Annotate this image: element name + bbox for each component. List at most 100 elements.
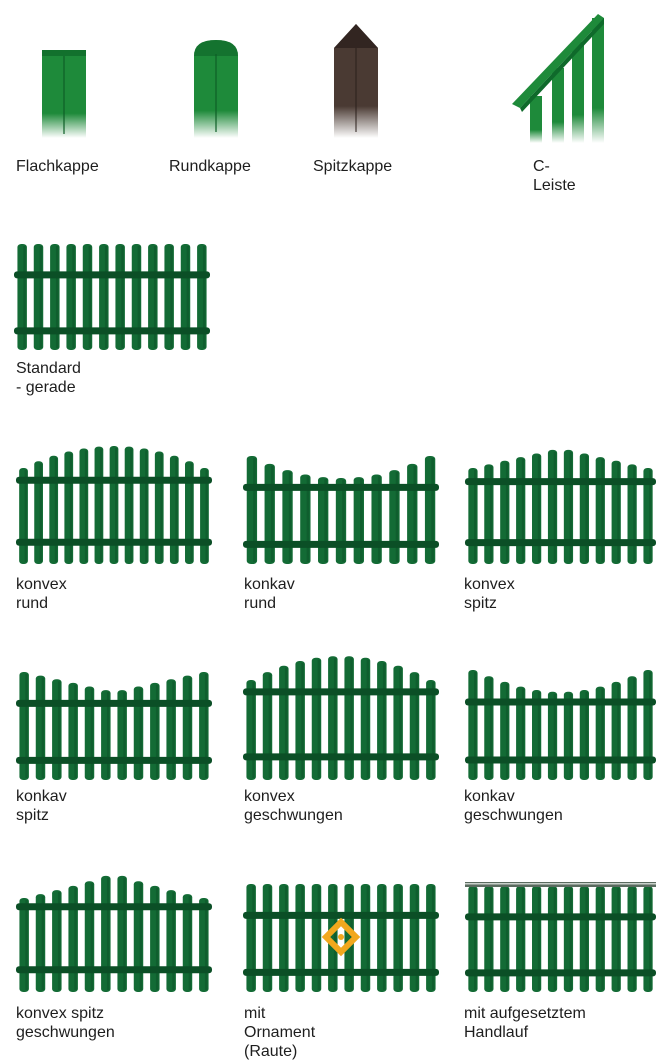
fence-picket <box>133 686 144 780</box>
fence-picket-shade <box>104 246 108 348</box>
fence-picket-shade <box>123 692 126 778</box>
fence-picket-shade <box>601 688 604 778</box>
fence-picket <box>197 244 207 350</box>
fence-picket <box>279 884 289 992</box>
fence-rail <box>243 911 439 919</box>
fence-picket <box>627 464 637 564</box>
fence-picket-shade <box>123 877 126 990</box>
fence-rail <box>16 476 212 484</box>
fence-picket <box>150 682 160 780</box>
fence-picket <box>409 672 420 780</box>
fence-picket-shade <box>23 246 26 348</box>
fence-picket-shade <box>521 688 525 778</box>
fence-concave-pointed-icon <box>16 672 212 780</box>
cap-label: Flachkappe <box>16 158 99 175</box>
fence-picket-shade <box>106 692 110 778</box>
fence-picket-shade <box>155 684 159 778</box>
fence-picket <box>484 464 494 564</box>
fence-label: konvex spitz <box>464 576 515 612</box>
fence-picket-shade <box>431 682 435 778</box>
fence-picket-shade <box>537 455 541 562</box>
fence-picket-shade <box>55 246 59 348</box>
fence-picket <box>19 672 29 780</box>
fence-picket-shade <box>569 693 572 778</box>
fence-picket-shade <box>25 674 28 778</box>
fence-rail <box>243 968 439 976</box>
fence-concave-round-icon <box>243 456 439 564</box>
fence-picket <box>295 884 305 992</box>
fence-picket <box>66 244 76 350</box>
fence-picket <box>579 886 589 992</box>
fence-picket-shade <box>153 246 157 348</box>
fence-picket <box>500 460 510 564</box>
fence-picket-shade <box>505 462 509 562</box>
fence-picket <box>468 670 478 780</box>
fence-picket-shade <box>172 892 175 990</box>
fence-picket-shade <box>431 886 435 990</box>
fence-label: mit Ornament (Raute) <box>244 1005 316 1060</box>
fence-picket-shade <box>25 900 28 990</box>
fence-rail <box>243 540 439 548</box>
fence-convex-pointed-curved-icon <box>16 875 212 992</box>
fence-picket-shade <box>188 677 192 778</box>
fence-concave-curved-icon <box>465 670 656 780</box>
fence-picket-shade <box>505 683 509 778</box>
fence-picket <box>33 244 44 350</box>
fence-label: konkav spitz <box>16 788 67 824</box>
fence-picket-shade <box>413 465 417 562</box>
fence-label: mit aufgesetztem Handlauf <box>464 1005 586 1041</box>
fence-picket-shade <box>284 667 288 778</box>
fence-picket-shade <box>172 681 175 778</box>
fence-rail <box>465 539 656 547</box>
fence-picket <box>68 885 78 992</box>
fence-picket-shade <box>415 674 419 778</box>
fence-picket-shade <box>205 470 208 562</box>
fence-picket-shade <box>39 463 42 562</box>
fence-rail <box>243 483 439 491</box>
fence-picket <box>185 461 194 564</box>
fence-picket <box>262 884 273 992</box>
fence-picket-shade <box>84 450 88 562</box>
fence-rail <box>14 327 210 335</box>
fence-picket <box>611 460 621 564</box>
fence-picket <box>500 681 510 780</box>
fence-rail <box>465 756 656 764</box>
fence-picket <box>484 886 494 992</box>
fence-rail <box>465 698 656 706</box>
fence-picket <box>131 244 142 350</box>
fence-picket-shade <box>115 448 118 562</box>
fence-picket-shade <box>505 888 509 990</box>
fence-picket-shade <box>145 450 148 562</box>
fence-picket-shade <box>106 877 110 990</box>
fence-picket <box>99 244 109 350</box>
fence-picket <box>643 886 653 992</box>
fence-picket <box>164 244 174 350</box>
fence-picket <box>500 886 510 992</box>
cap-label: Rundkappe <box>169 158 251 175</box>
fence-picket-shade <box>333 658 337 778</box>
fence-picket-shade <box>175 457 178 562</box>
fence-picket-shade <box>649 470 652 562</box>
fence-picket-shade <box>342 480 345 562</box>
fence-picket <box>377 884 387 992</box>
fence-rail <box>243 753 439 761</box>
fence-picket-shade <box>121 246 124 348</box>
fence-picket-shade <box>268 886 272 990</box>
fence-picket <box>68 682 78 780</box>
fence-picket-shade <box>382 886 386 990</box>
fence-picket <box>627 886 637 992</box>
fence-picket-shade <box>324 479 328 562</box>
fence-picket-shade <box>139 883 143 990</box>
fence-picket-shade <box>202 246 206 348</box>
fence-picket <box>611 681 621 780</box>
fence-picket <box>311 884 322 992</box>
fence-picket-shade <box>74 887 77 990</box>
fence-rail <box>16 699 212 707</box>
fence-picket-shade <box>155 887 159 990</box>
fence-picket <box>282 470 293 564</box>
fence-picket-shade <box>585 455 588 562</box>
fence-picket-shade <box>601 459 604 562</box>
fence-picket <box>82 244 93 350</box>
fence-picket <box>84 686 95 780</box>
ornament-center <box>338 934 344 940</box>
